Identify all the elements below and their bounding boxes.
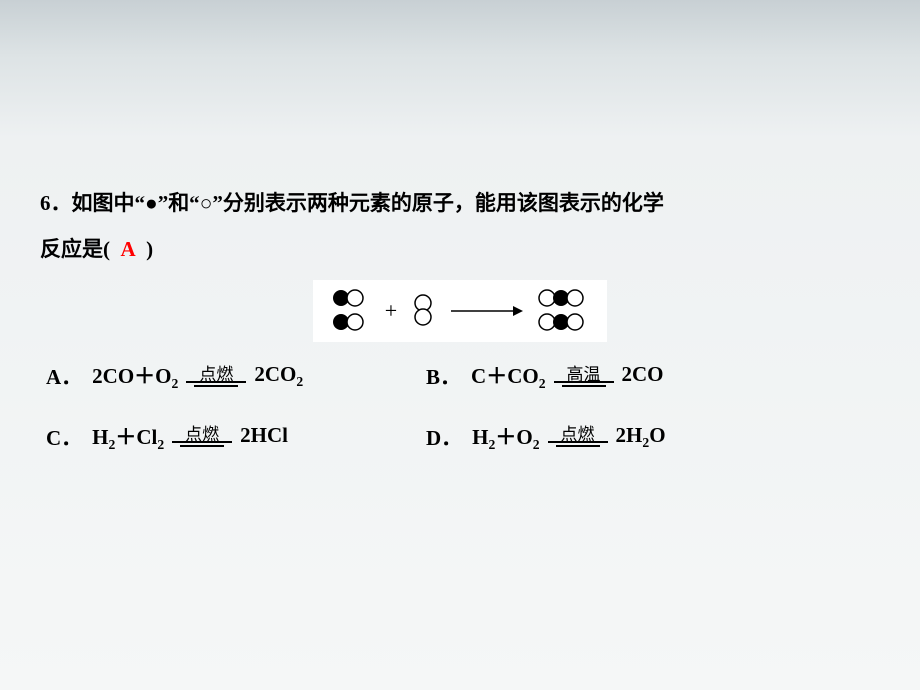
q-number: 6 xyxy=(40,191,51,215)
reaction-condition-a: 点燃 xyxy=(186,366,246,387)
reactant-2 xyxy=(411,293,437,329)
question-text: 6．如图中“●”和“○”分别表示两种元素的原子，能用该图表示的化学 反应是( A… xyxy=(40,180,880,272)
diagram-box: + xyxy=(313,280,607,342)
plus-symbol: + xyxy=(385,298,397,324)
reaction-condition-d: 点燃 xyxy=(548,426,608,447)
slide-content: 6．如图中“●”和“○”分别表示两种元素的原子，能用该图表示的化学 反应是( A… xyxy=(0,0,920,453)
reaction-condition-c: 点燃 xyxy=(172,426,232,447)
option-d: D． H2＋O2 点燃 2H2O xyxy=(426,421,766,453)
option-a: A． 2CO＋O2 点燃 2CO2 xyxy=(46,360,386,392)
reaction-condition-b: 高温 xyxy=(554,366,614,387)
answer-letter: A xyxy=(121,237,136,261)
options-grid: A． 2CO＋O2 点燃 2CO2 B． C＋CO2 高温 2CO C． H2＋… xyxy=(40,360,880,452)
product xyxy=(537,288,589,334)
arrow xyxy=(451,303,523,319)
option-c: C． H2＋Cl2 点燃 2HCl xyxy=(46,421,386,453)
reaction-diagram: + xyxy=(40,280,880,342)
option-b: B． C＋CO2 高温 2CO xyxy=(426,360,766,392)
reactant-1 xyxy=(331,288,371,334)
